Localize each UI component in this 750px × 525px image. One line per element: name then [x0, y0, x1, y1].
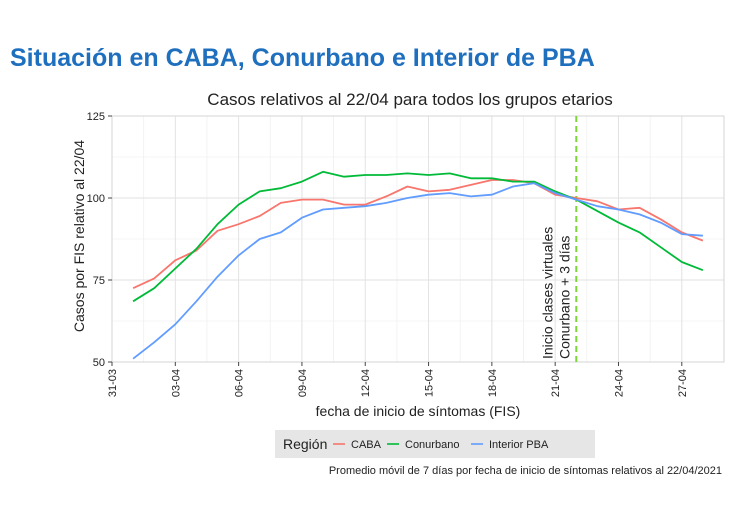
annotation-group: Inicio clases virtuales Conurbano + 3 día…	[539, 116, 578, 362]
plot-panel	[111, 115, 725, 363]
y-axis: 50 75 100 125	[87, 111, 112, 369]
x-tick-label: 18-04	[487, 369, 499, 397]
x-tick-label: 09-04	[297, 369, 309, 397]
series-line-caba	[132, 179, 704, 290]
x-tick-label: 31-03	[107, 369, 119, 397]
x-tick-label: 27-04	[677, 369, 689, 397]
y-axis-label: Casos por FIS relativo al 22/04	[71, 140, 87, 332]
y-tick-label: 100	[87, 193, 105, 205]
y-tick-label: 50	[93, 357, 105, 369]
legend-box	[275, 430, 595, 458]
chart-caption: Promedio móvil de 7 días por fecha de in…	[329, 465, 722, 477]
page-title: Situación en CABA, Conurbano e Interior …	[10, 44, 595, 72]
x-axis: 31-03 03-04 06-04 09-04 12-04 15-04 18-04 21-04…	[107, 362, 689, 397]
annotation-label: Conurbano + 3 días	[556, 236, 572, 359]
annotation-label: Inicio clases virtuales	[539, 227, 555, 359]
chart-grid	[111, 115, 724, 363]
series-line-interior-pba	[132, 182, 703, 360]
series-line-conurbano	[132, 170, 704, 303]
x-tick-label: 21-04	[550, 369, 562, 397]
legend-label-caba: CABA	[351, 439, 382, 451]
y-tick-label: 125	[87, 111, 105, 123]
x-tick-label: 12-04	[360, 369, 372, 397]
legend-title: Región	[283, 436, 327, 452]
x-axis-label: fecha de inicio de síntomas (FIS)	[316, 403, 521, 419]
y-tick-label: 75	[93, 275, 105, 287]
x-tick-label: 03-04	[170, 369, 182, 397]
x-tick-label: 15-04	[424, 369, 436, 397]
x-tick-label: 06-04	[234, 369, 246, 397]
series-group	[132, 170, 704, 360]
chart-title: Casos relativos al 22/04 para todos los …	[207, 90, 612, 109]
legend: Región CABA Conurbano Interior PBA	[275, 430, 595, 458]
legend-label-interior-pba: Interior PBA	[489, 439, 549, 451]
legend-label-conurbano: Conurbano	[405, 439, 459, 451]
x-tick-label: 24-04	[613, 369, 625, 397]
